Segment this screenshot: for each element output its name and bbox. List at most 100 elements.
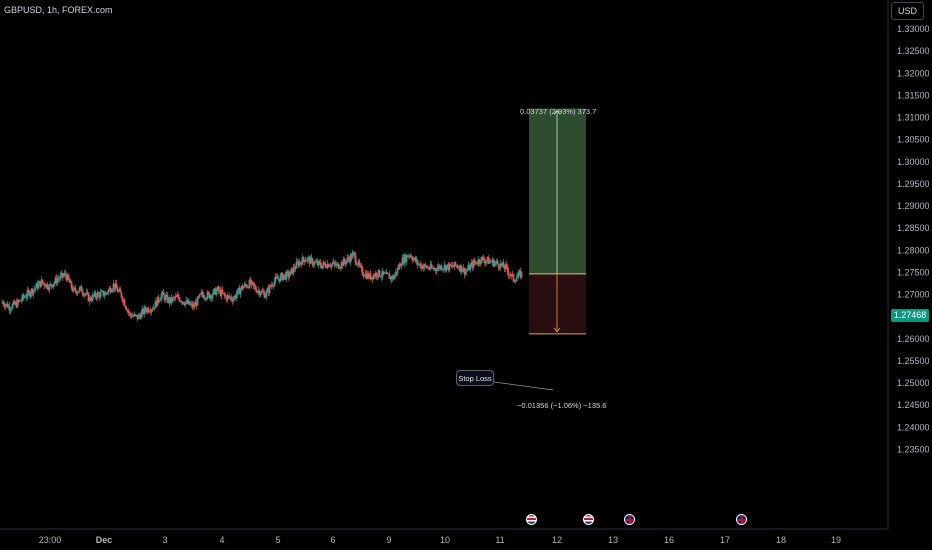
candle-body	[74, 288, 77, 292]
candle-body	[134, 314, 137, 315]
candle-body	[358, 261, 361, 266]
candle-body	[194, 302, 197, 307]
loss-zone[interactable]	[529, 273, 586, 334]
profit-zone[interactable]	[529, 108, 586, 274]
candle-body	[66, 274, 69, 281]
candle-body	[412, 258, 415, 261]
time-tick-label: 5	[275, 535, 280, 545]
candle-body	[451, 265, 454, 267]
candle-body	[235, 294, 238, 299]
candle-body	[79, 286, 82, 288]
price-tick-label: 1.33000	[897, 24, 930, 34]
candle-body	[228, 295, 231, 298]
candle-body	[223, 293, 226, 296]
candle-body	[170, 297, 173, 302]
candle-body	[72, 287, 75, 292]
candle-body	[276, 277, 279, 279]
candle-body	[248, 279, 251, 288]
candle-body	[46, 283, 49, 289]
candle-body	[15, 302, 18, 308]
candle-body	[3, 304, 6, 307]
us-flag-icon[interactable]	[526, 514, 537, 525]
candle-body	[73, 287, 76, 289]
candle-body	[269, 285, 272, 287]
gb-flag-icon[interactable]	[624, 514, 635, 525]
candle-body	[241, 285, 244, 290]
candle-body	[499, 263, 502, 269]
candle-body	[386, 272, 389, 274]
candle-body	[291, 268, 294, 274]
candle-body	[105, 292, 108, 294]
candle-body	[290, 268, 293, 271]
us-flag-icon[interactable]	[583, 514, 594, 525]
candle-body	[7, 305, 10, 308]
stop-loss-label[interactable]: Stop Loss	[456, 370, 494, 386]
candle-body	[472, 260, 475, 268]
price-tick-label: 1.30000	[897, 157, 930, 167]
candle-body	[455, 265, 458, 267]
candle-body	[444, 264, 447, 271]
candle-body	[425, 265, 428, 268]
candle-body	[473, 260, 476, 263]
candle-body	[378, 269, 381, 277]
candle-body	[219, 289, 222, 296]
candle-body	[226, 295, 229, 300]
candle-body	[344, 262, 347, 264]
candle-body	[440, 265, 443, 270]
candle-body	[450, 265, 453, 266]
candle-body	[233, 295, 236, 299]
candle-body	[433, 268, 436, 270]
price-axis[interactable]: 1.33000 1.32500 1.32000 1.31500 1.31000 1.305…	[897, 24, 930, 454]
candle-body	[64, 273, 67, 276]
candle-body	[273, 280, 276, 286]
candle-body	[146, 308, 149, 312]
candle-body	[102, 290, 105, 296]
candle-body	[446, 264, 449, 267]
candlestick-series	[1, 249, 523, 322]
candle-body	[406, 255, 409, 258]
candle-body	[260, 291, 263, 294]
candle-body	[405, 255, 408, 262]
candle-body	[357, 261, 360, 266]
candle-body	[485, 260, 488, 262]
candle-body	[435, 269, 438, 271]
candle-body	[190, 303, 193, 305]
candle-body	[353, 252, 356, 255]
candle-body	[124, 305, 127, 308]
time-axis[interactable]: 23:00 Dec 3 4 5 6 9 10 11 12 13 16 17 18 19	[39, 535, 841, 545]
candle-body	[230, 297, 233, 300]
time-tick-label: 19	[831, 535, 841, 545]
candle-body	[394, 272, 397, 276]
candle-body	[364, 273, 367, 277]
candle-body	[279, 275, 282, 282]
candle-body	[231, 299, 234, 302]
candle-body	[384, 273, 387, 274]
candle-body	[470, 262, 473, 265]
time-tick-label: 3	[162, 535, 167, 545]
long-position-tool[interactable]	[493, 108, 586, 391]
candle-body	[278, 278, 281, 282]
candle-body	[304, 260, 307, 263]
candle-body	[467, 265, 470, 270]
candle-body	[213, 288, 216, 290]
gb-flag-icon[interactable]	[736, 514, 747, 525]
candle-body	[216, 286, 219, 291]
candle-body	[255, 289, 258, 293]
candle-body	[12, 301, 15, 305]
candle-body	[328, 266, 331, 267]
candle-body	[502, 262, 505, 268]
candle-body	[246, 286, 249, 288]
candle-body	[314, 261, 317, 263]
candle-body	[409, 255, 412, 257]
currency-button[interactable]: USD	[891, 2, 924, 20]
candle-body	[285, 271, 288, 280]
candle-body	[55, 277, 58, 284]
candle-body	[106, 292, 109, 294]
candle-body	[492, 259, 495, 267]
candle-body	[336, 263, 339, 265]
price-tick-label: 1.29500	[897, 179, 930, 189]
candle-body	[6, 303, 9, 308]
candle-body	[130, 315, 133, 318]
candle-body	[350, 254, 353, 259]
